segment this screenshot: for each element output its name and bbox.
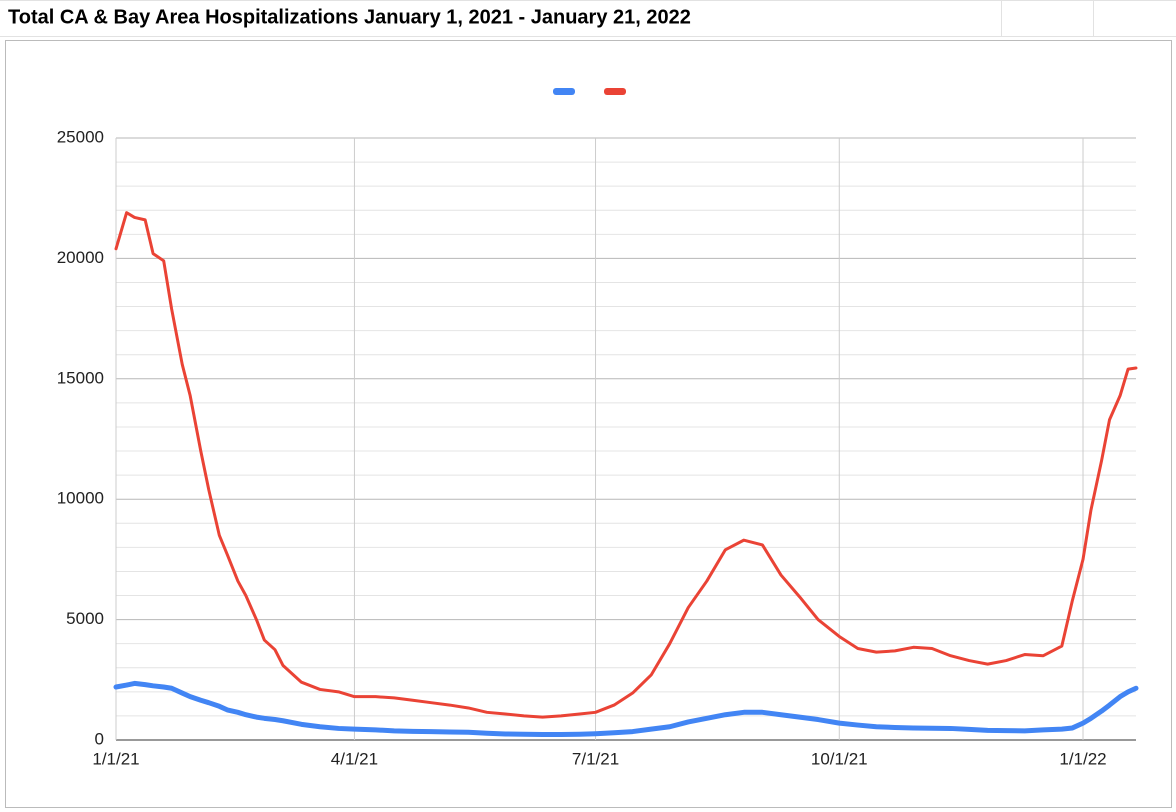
y-tick-label: 0	[95, 729, 104, 748]
y-tick-label: 15000	[57, 368, 104, 387]
legend-swatch	[604, 88, 626, 95]
x-tick-label: 7/1/21	[572, 749, 619, 768]
y-tick-label: 25000	[57, 127, 104, 146]
y-tick-label: 20000	[57, 248, 104, 267]
y-tick-label: 10000	[57, 489, 104, 508]
x-tick-label: 1/1/22	[1059, 749, 1106, 768]
x-tick-label: 1/1/21	[92, 749, 139, 768]
x-tick-label: 10/1/21	[811, 749, 868, 768]
chart-frame	[5, 40, 1172, 808]
chart-title: Total CA & Bay Area Hospitalizations Jan…	[8, 6, 691, 28]
series-line	[114, 211, 1138, 719]
legend	[553, 88, 626, 95]
y-tick-label: 5000	[66, 609, 104, 628]
sheet-grid	[0, 0, 1176, 37]
series-line	[113, 680, 1139, 737]
x-tick-label: 4/1/21	[331, 749, 378, 768]
legend-swatch	[553, 88, 575, 95]
